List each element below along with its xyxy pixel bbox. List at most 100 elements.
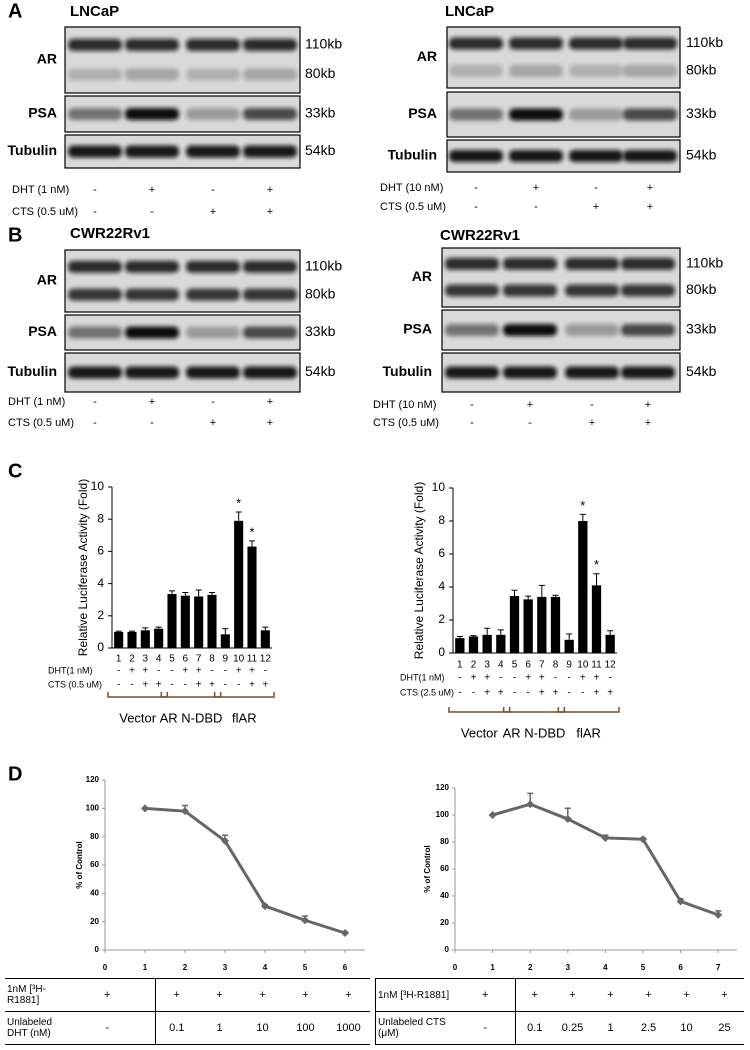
y-tick-label: 120: [436, 783, 450, 792]
table-cell: 1000: [327, 1011, 370, 1045]
table-cell: +: [515, 978, 554, 1012]
band: [186, 366, 240, 379]
panel-label: A: [8, 0, 22, 22]
table-row: 1nM [³H-R1881] + + + + + + +: [375, 978, 744, 1012]
treatment-mark: +: [484, 673, 490, 684]
bar: [247, 546, 257, 648]
table-row: Unlabeled CTS (μM) -0.1 0.25 1 2.5 10 25: [375, 1011, 744, 1045]
band: [125, 366, 179, 379]
y-tick-label: 100: [436, 810, 450, 819]
treatment-mark: +: [645, 417, 651, 429]
band: [243, 108, 297, 120]
band: [125, 38, 179, 51]
treatment-label: DHT(1 nM): [48, 665, 93, 675]
table-cell: +: [553, 978, 592, 1012]
error-bar: [249, 540, 255, 547]
x-tick-label: 2: [471, 660, 477, 671]
treatment-mark: -: [237, 680, 240, 691]
x-tick-label: 5: [641, 963, 646, 972]
error-bar: [182, 591, 189, 596]
marker: [141, 804, 149, 813]
bar: [523, 599, 533, 653]
group-bracket: [160, 692, 222, 698]
treatment-mark: -: [150, 417, 154, 429]
band: [68, 260, 122, 273]
treatment-mark: +: [142, 666, 148, 677]
condition-table: 1nM [³H-R1881] + + + + + + Unlabeled DHT (nM) -0…: [5, 978, 370, 1045]
marker: [488, 811, 497, 819]
treatment-mark: -: [472, 688, 475, 699]
y-tick-label: 4: [438, 579, 445, 593]
treatment-mark: +: [267, 417, 273, 429]
error-bar: [195, 589, 202, 597]
table-cell: +: [327, 978, 370, 1012]
x-tick-label: 4: [603, 963, 608, 972]
band: [623, 108, 677, 121]
treatment-mark: +: [589, 417, 595, 429]
treatment-mark: -: [534, 201, 538, 213]
size-label: 110kb: [686, 34, 723, 50]
table-cell: 0.25: [553, 1011, 592, 1045]
band: [445, 324, 499, 336]
table-cell: 10: [667, 1011, 706, 1045]
band: [503, 324, 557, 336]
group-label: AR N-DBD: [503, 725, 566, 740]
y-tick-label: 80: [90, 832, 99, 841]
blot-row-name: PSA: [408, 105, 437, 121]
bar: [194, 596, 204, 648]
band: [569, 37, 623, 50]
error-bar: [484, 627, 491, 635]
band: [509, 37, 563, 50]
y-axis-label: Relative Luciferase Activity (Fold): [412, 482, 426, 659]
x-tick-label: 6: [343, 963, 348, 972]
marker: [526, 800, 535, 809]
treatment-mark: -: [474, 201, 478, 213]
y-tick-label: 0: [97, 640, 104, 654]
band: [565, 324, 619, 336]
error-bar: [235, 511, 242, 521]
treatment-mark: +: [593, 201, 599, 213]
size-label: 33kb: [686, 105, 717, 121]
treatment-mark: -: [93, 396, 97, 408]
y-tick-label: 10: [91, 479, 105, 493]
blot-row-name: AR: [412, 268, 432, 284]
x-tick-label: 1: [490, 963, 495, 972]
error-bar: [262, 626, 269, 631]
treatment-mark: +: [594, 673, 600, 684]
treatment-mark: -: [513, 673, 516, 684]
treatment-mark: -: [567, 673, 570, 684]
error-bar: [209, 591, 215, 595]
x-tick-label: 1: [457, 660, 463, 671]
band: [565, 257, 619, 270]
band: [243, 68, 297, 81]
blot-row-name: PSA: [28, 105, 57, 121]
bar: [234, 520, 244, 648]
size-label: 54kb: [686, 363, 717, 379]
treatment-mark: +: [209, 680, 215, 691]
treatment-mark: -: [594, 182, 598, 194]
blot-row-name: AR: [37, 272, 57, 288]
x-tick-label: 12: [260, 654, 272, 665]
table-cell: 1: [591, 1011, 630, 1045]
treatment-label: CTS (0.5 uM): [373, 417, 439, 429]
band: [503, 284, 557, 297]
band: [186, 108, 240, 120]
band: [449, 150, 503, 162]
error-bar: [538, 584, 545, 597]
band: [186, 326, 240, 339]
row-label: 1nM [³H-R1881]: [5, 978, 60, 1012]
treatment-mark: +: [149, 396, 155, 408]
table-cell: +: [705, 978, 744, 1012]
row-label: Unlabeled DHT (nM): [5, 1011, 60, 1045]
table-row: 1nM [³H-R1881] + + + + + +: [5, 978, 370, 1012]
band: [621, 284, 675, 297]
row-label: Unlabeled CTS (μM): [375, 1011, 456, 1045]
band: [509, 64, 563, 77]
treatment-mark: -: [184, 680, 187, 691]
x-tick-label: 10: [233, 654, 245, 665]
treatment-label: DHT (1 nM): [8, 396, 65, 408]
band: [621, 324, 675, 336]
treatment-mark: +: [210, 206, 216, 218]
marker: [221, 836, 229, 845]
marker: [301, 916, 309, 925]
